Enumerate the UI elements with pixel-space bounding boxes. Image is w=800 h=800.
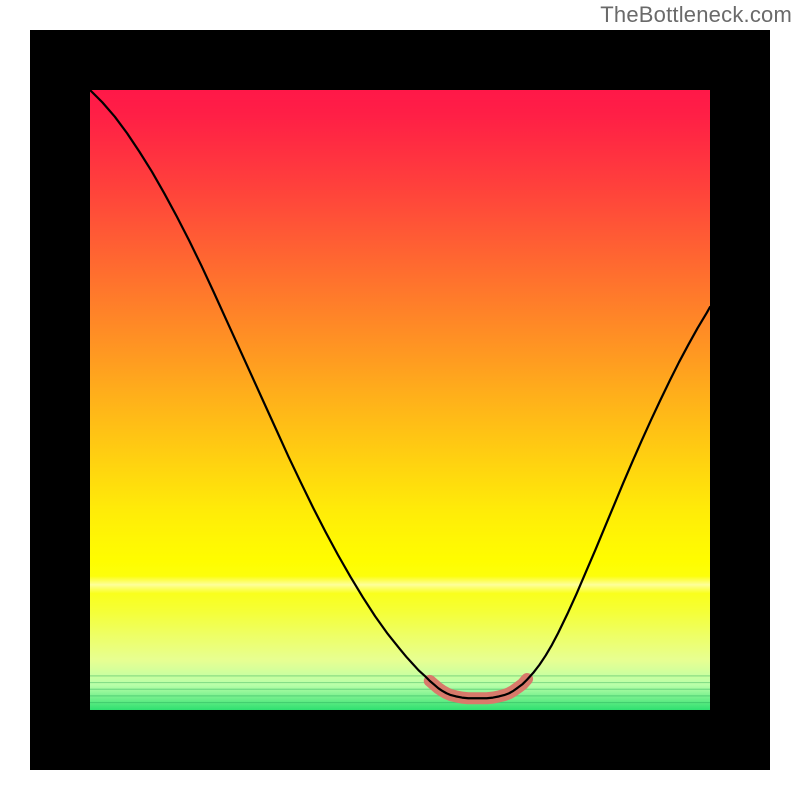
chart-canvas: TheBottleneck.com <box>0 0 800 800</box>
bottleneck-curve-svg <box>0 0 800 800</box>
plot-gradient-background <box>90 90 710 710</box>
watermark-text: TheBottleneck.com <box>600 2 792 28</box>
pale-horizontal-band <box>90 576 710 593</box>
